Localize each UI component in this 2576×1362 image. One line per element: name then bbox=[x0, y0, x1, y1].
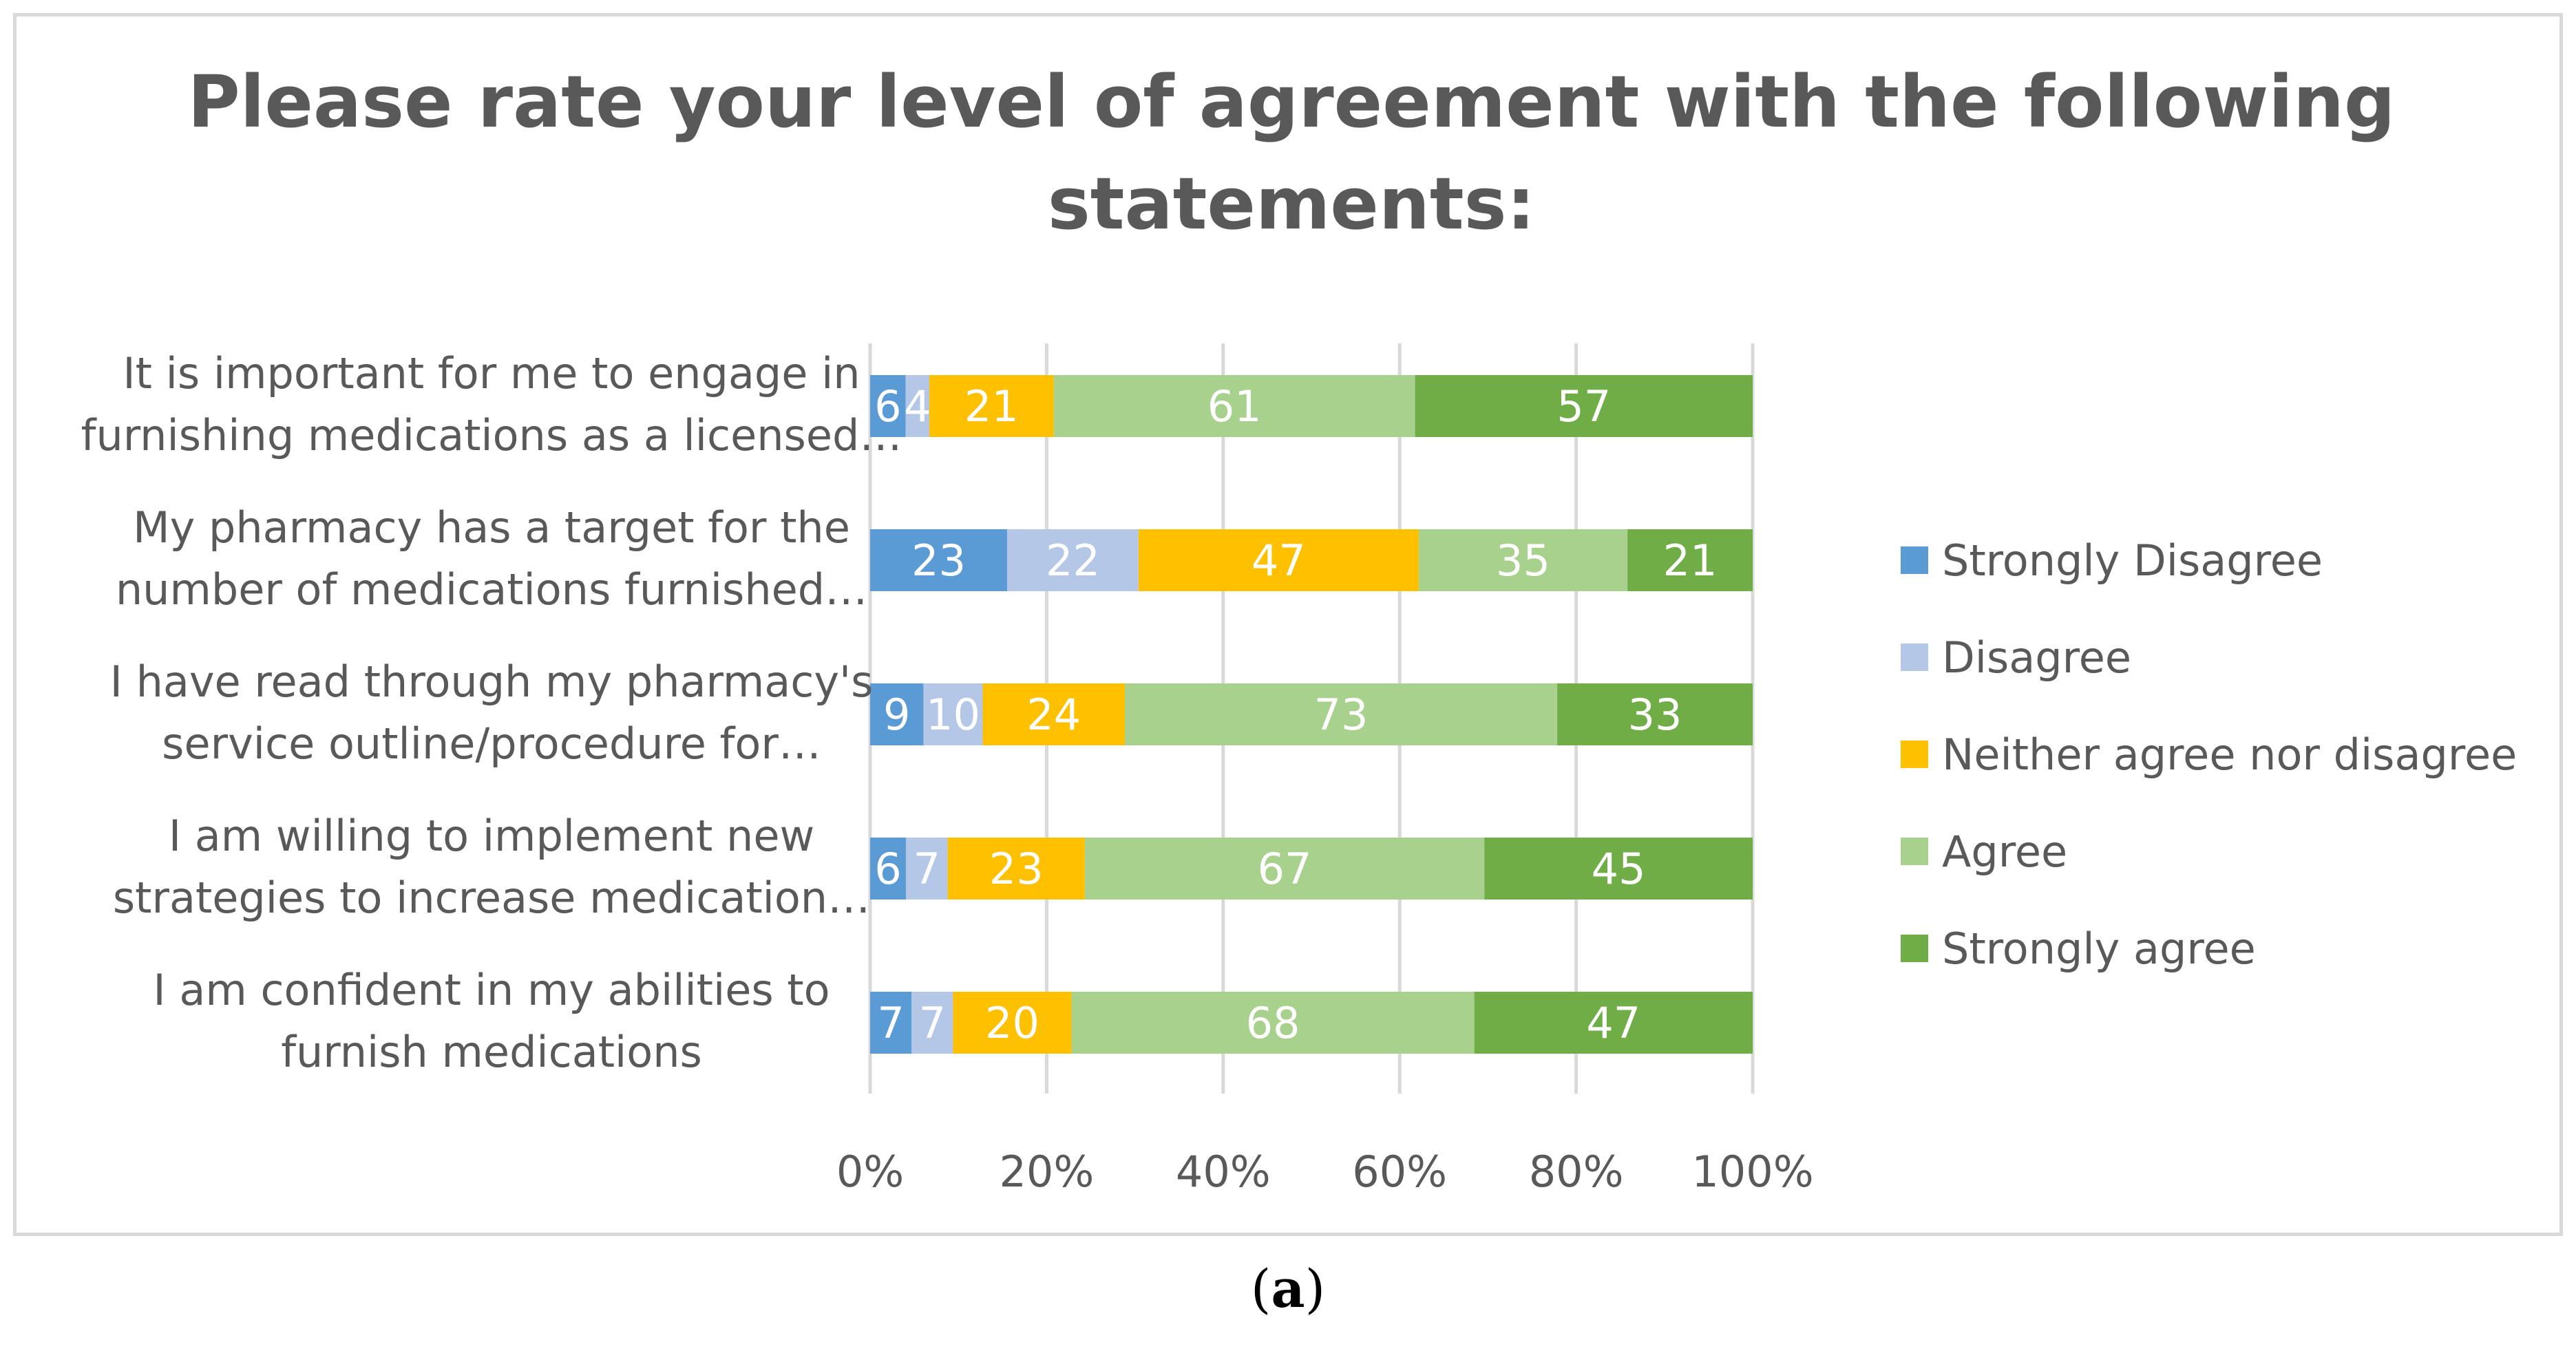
bar-segment bbox=[1084, 838, 1485, 900]
legend-swatch bbox=[1901, 741, 1928, 768]
x-tick-label: 80% bbox=[1529, 1147, 1624, 1197]
category-label: furnishing medications as a licensed… bbox=[81, 410, 902, 460]
category-label: My pharmacy has a target for the bbox=[133, 502, 850, 553]
category-label: number of medications furnished… bbox=[116, 564, 867, 615]
bar-segment bbox=[1071, 992, 1475, 1054]
bar-segment bbox=[870, 683, 924, 745]
category-label: It is important for me to engage in bbox=[123, 348, 860, 398]
caption-letter: a bbox=[1271, 1258, 1305, 1319]
bar-segment bbox=[870, 838, 906, 900]
bar-segment bbox=[982, 683, 1125, 745]
stacked-bar-chart: Please rate your level of agreement with… bbox=[81, 60, 2517, 1197]
bar-segment bbox=[911, 992, 953, 1054]
data-label: 9 bbox=[883, 690, 910, 740]
bar-segment bbox=[1627, 529, 1753, 591]
bar-segment bbox=[1007, 529, 1139, 591]
data-label: 7 bbox=[877, 998, 904, 1048]
bar-segment bbox=[1138, 529, 1419, 591]
legend-label: Strongly agree bbox=[1942, 924, 2256, 974]
data-label: 7 bbox=[914, 844, 940, 894]
data-label: 10 bbox=[926, 690, 980, 740]
data-label: 47 bbox=[1252, 535, 1306, 586]
bar-segment bbox=[870, 992, 912, 1054]
x-tick-label: 100% bbox=[1691, 1147, 1813, 1197]
legend-swatch bbox=[1901, 838, 1928, 865]
data-label: 24 bbox=[1026, 690, 1081, 740]
data-label: 21 bbox=[1663, 535, 1718, 586]
data-label: 20 bbox=[985, 998, 1039, 1048]
data-label: 57 bbox=[1556, 381, 1611, 432]
bar-segment bbox=[1557, 683, 1753, 745]
data-label: 35 bbox=[1496, 535, 1550, 586]
category-label: strategies to increase medication… bbox=[113, 873, 870, 923]
legend-swatch bbox=[1901, 935, 1928, 962]
category-label: I am willing to implement new bbox=[169, 811, 814, 861]
legend-swatch bbox=[1901, 546, 1928, 574]
bar-segment bbox=[905, 375, 930, 437]
category-label: service outline/procedure for… bbox=[162, 719, 821, 769]
data-label: 45 bbox=[1592, 844, 1646, 894]
category-label: I have read through my pharmacy's bbox=[110, 657, 874, 707]
bar-segment bbox=[1053, 375, 1415, 437]
legend-label: Agree bbox=[1942, 827, 2067, 877]
bar-segment bbox=[870, 375, 906, 437]
data-label: 67 bbox=[1258, 844, 1312, 894]
legend-label: Neither agree nor disagree bbox=[1942, 730, 2517, 780]
bar-segment bbox=[953, 992, 1072, 1054]
bar-segment bbox=[1418, 529, 1628, 591]
legend-label: Strongly Disagree bbox=[1942, 535, 2323, 586]
chart-title: Please rate your level of agreement with… bbox=[188, 60, 2396, 144]
data-label: 22 bbox=[1046, 535, 1100, 586]
bar-segment bbox=[905, 838, 948, 900]
bar-segment bbox=[923, 683, 983, 745]
x-tick-label: 0% bbox=[836, 1147, 904, 1197]
legend-label: Disagree bbox=[1942, 632, 2131, 683]
x-tick-label: 60% bbox=[1352, 1147, 1447, 1197]
data-label: 21 bbox=[964, 381, 1019, 432]
category-label: furnish medications bbox=[281, 1027, 702, 1077]
data-label: 6 bbox=[874, 844, 901, 894]
data-label: 73 bbox=[1314, 690, 1369, 740]
bar-segment bbox=[929, 375, 1054, 437]
category-label: I am confident in my abilities to bbox=[153, 965, 830, 1015]
figure-caption: (a) bbox=[1250, 1258, 1326, 1319]
bar-segment bbox=[1415, 375, 1753, 437]
data-label: 47 bbox=[1586, 998, 1640, 1048]
data-label: 68 bbox=[1246, 998, 1300, 1048]
x-tick-label: 40% bbox=[1176, 1147, 1271, 1197]
bar-segment bbox=[1124, 683, 1558, 745]
chart-frame: Please rate your level of agreement with… bbox=[13, 13, 2563, 1236]
data-label: 23 bbox=[989, 844, 1044, 894]
data-label: 33 bbox=[1628, 690, 1682, 740]
bar-segment bbox=[1484, 838, 1753, 900]
bar-segment bbox=[870, 529, 1008, 591]
chart-title: statements: bbox=[1048, 162, 1535, 246]
data-label: 7 bbox=[919, 998, 946, 1048]
legend-swatch bbox=[1901, 643, 1928, 671]
data-label: 6 bbox=[874, 381, 901, 432]
bar-segment bbox=[1474, 992, 1753, 1054]
data-label: 61 bbox=[1207, 381, 1262, 432]
bar-segment bbox=[947, 838, 1085, 900]
data-label: 4 bbox=[904, 381, 931, 432]
x-tick-label: 20% bbox=[999, 1147, 1094, 1197]
data-label: 23 bbox=[911, 535, 966, 586]
